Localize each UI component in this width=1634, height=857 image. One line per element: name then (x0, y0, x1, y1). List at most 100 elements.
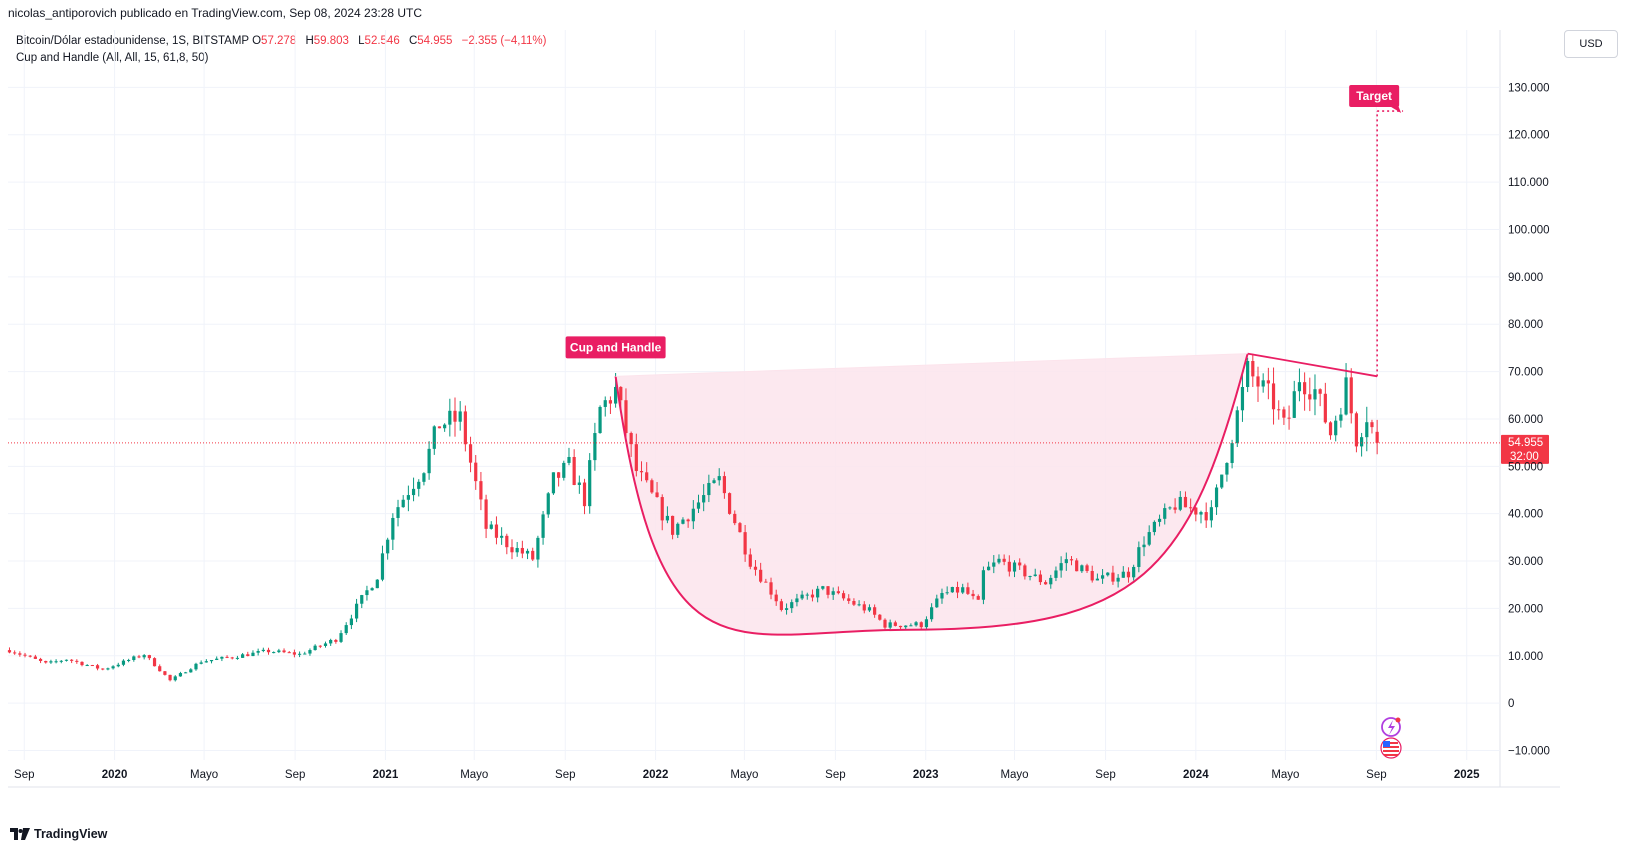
indicator-line[interactable]: Cup and Handle (All, All, 15, 61,8, 50) (16, 52, 209, 64)
candle (784, 603, 789, 615)
candle-body (85, 665, 89, 667)
candle (308, 648, 312, 656)
candle (1178, 491, 1182, 512)
candle (1028, 575, 1032, 581)
low-value: 52.546 (364, 35, 400, 47)
x-tick-label: Sep (825, 769, 845, 781)
price-axis[interactable]: 130.000 120.000 110.000 100.000 90.000 80.000… (1508, 82, 1550, 757)
candle-body (1168, 507, 1172, 509)
target-label-box (1349, 85, 1400, 108)
open-label: O (252, 35, 262, 47)
candle-body (707, 482, 711, 496)
x-tick-label: Mayo (1000, 769, 1028, 781)
time-axis[interactable]: Sep 2020 Mayo Sep 2021 Mayo Sep 2022 Mayo Sep 2023… (14, 769, 1480, 781)
candle (178, 671, 183, 677)
candle-body (821, 586, 825, 589)
candle-body (116, 664, 120, 667)
candle (318, 645, 322, 649)
candle-body (1209, 507, 1213, 521)
candle (1323, 382, 1327, 424)
candle-body (80, 661, 84, 666)
candle-body (437, 426, 442, 429)
candle-body (1204, 512, 1208, 521)
candle (629, 431, 633, 457)
candle-body (396, 507, 400, 518)
candle-body (1214, 487, 1219, 508)
us-flag-icon[interactable] (1380, 737, 1402, 759)
candle-body (334, 639, 338, 642)
candle-body (365, 590, 369, 596)
candle-body (790, 602, 794, 609)
candle (676, 522, 680, 539)
candle (893, 620, 897, 627)
candle (510, 539, 514, 560)
candle (976, 594, 980, 600)
candle-body (90, 665, 94, 667)
candle (1220, 474, 1224, 490)
candle-body (500, 535, 504, 538)
candle-body (950, 586, 954, 593)
y-tick-label: 110.000 (1508, 177, 1549, 189)
change-value: −2.355 (−4,11%) (461, 35, 547, 47)
candle (1339, 407, 1343, 428)
candle (1214, 484, 1219, 515)
candle (867, 604, 872, 613)
candle-body (132, 656, 136, 660)
candle-body (727, 493, 732, 514)
tradingview-brand[interactable]: TradingView (10, 827, 107, 841)
candle (225, 655, 229, 659)
candle (1002, 554, 1006, 566)
candle-body (971, 593, 975, 597)
candle (199, 660, 203, 665)
candle-body (163, 671, 167, 675)
candle-body (681, 519, 685, 524)
candle (1256, 366, 1260, 402)
candle-body (546, 493, 550, 515)
cup-and-handle-label-box (565, 336, 666, 359)
candle-body (463, 411, 467, 445)
candle-body (101, 668, 105, 670)
candle (816, 585, 820, 603)
candle (127, 658, 131, 663)
candle (204, 659, 208, 663)
candle-body (841, 593, 846, 599)
candle-body (453, 410, 457, 422)
candle-body (251, 652, 255, 657)
lightning-icon[interactable] (1381, 717, 1401, 737)
candle (603, 396, 607, 417)
cup-and-handle-area (615, 353, 1248, 635)
candle (981, 566, 986, 605)
candle (500, 527, 504, 545)
candle-body (54, 661, 58, 663)
candle-body (660, 497, 664, 521)
y-tick-label: 130.000 (1508, 82, 1550, 94)
candle (468, 436, 473, 473)
candle (417, 479, 421, 497)
candle-body (323, 643, 328, 646)
candle-body (313, 645, 317, 651)
candle-body (194, 663, 198, 670)
candle-body (774, 594, 778, 602)
candle (7, 647, 12, 654)
candle-body (686, 519, 690, 522)
close-value: 54.955 (417, 35, 453, 47)
candle-body (308, 650, 312, 654)
candle-body (64, 659, 69, 661)
currency-button[interactable]: USD (1564, 30, 1618, 58)
candle-body (1064, 559, 1068, 564)
candle-body (1313, 389, 1317, 400)
candle-body (1318, 389, 1322, 394)
candle (147, 654, 151, 661)
candle-body (557, 472, 561, 478)
candle (1266, 367, 1270, 400)
candle (75, 659, 79, 664)
candle-body (349, 618, 353, 626)
candle-body (443, 424, 447, 429)
candle-body (158, 666, 162, 672)
candle (914, 621, 918, 627)
candle (121, 659, 126, 667)
candle-body (1251, 360, 1255, 377)
candle (106, 667, 110, 671)
candle-body (536, 537, 540, 560)
